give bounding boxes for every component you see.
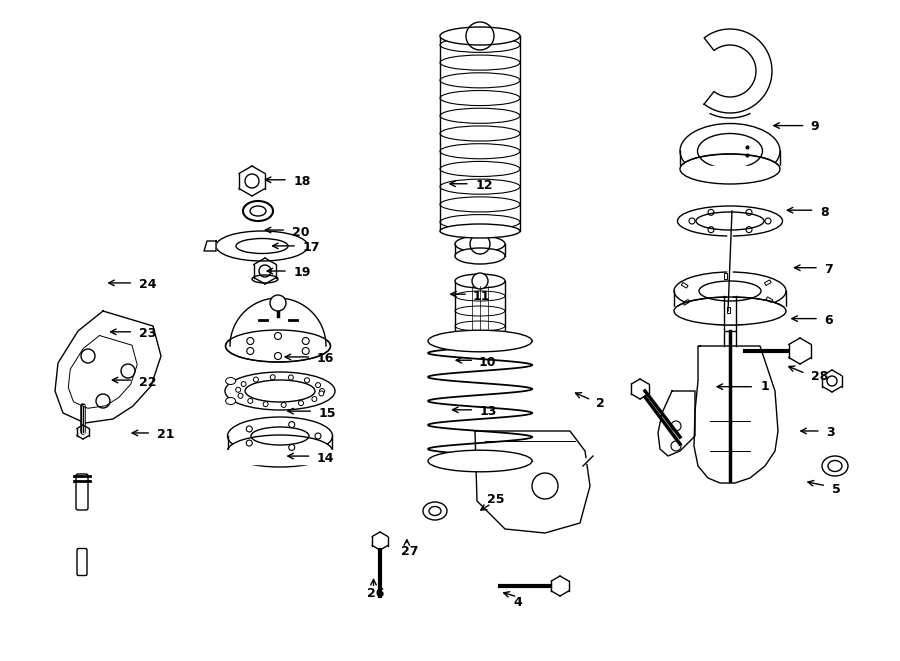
- Circle shape: [270, 375, 275, 379]
- Ellipse shape: [440, 143, 520, 159]
- Ellipse shape: [216, 231, 308, 261]
- Circle shape: [472, 273, 488, 289]
- Ellipse shape: [226, 397, 236, 405]
- Ellipse shape: [226, 330, 330, 362]
- Ellipse shape: [440, 126, 520, 141]
- Circle shape: [236, 387, 240, 392]
- Text: 13: 13: [480, 405, 497, 418]
- Ellipse shape: [243, 201, 273, 221]
- Bar: [727, 307, 730, 313]
- Ellipse shape: [423, 502, 447, 520]
- Text: 4: 4: [513, 596, 522, 609]
- Ellipse shape: [440, 27, 520, 45]
- Ellipse shape: [226, 377, 236, 385]
- Text: 7: 7: [824, 263, 833, 276]
- Ellipse shape: [225, 372, 335, 410]
- Ellipse shape: [440, 197, 520, 212]
- Circle shape: [254, 377, 258, 382]
- Ellipse shape: [228, 417, 332, 455]
- FancyBboxPatch shape: [76, 474, 88, 510]
- Ellipse shape: [228, 435, 332, 467]
- Ellipse shape: [440, 224, 520, 238]
- Ellipse shape: [822, 456, 848, 476]
- Text: 28: 28: [811, 370, 828, 383]
- Ellipse shape: [455, 236, 505, 252]
- Text: 11: 11: [472, 290, 490, 303]
- FancyBboxPatch shape: [77, 549, 87, 576]
- Polygon shape: [55, 311, 161, 423]
- Circle shape: [304, 378, 310, 383]
- Ellipse shape: [455, 248, 505, 264]
- Ellipse shape: [440, 161, 520, 176]
- Ellipse shape: [680, 124, 780, 178]
- Text: 14: 14: [317, 451, 334, 465]
- Text: 3: 3: [826, 426, 835, 440]
- Ellipse shape: [674, 272, 786, 310]
- Circle shape: [241, 381, 246, 387]
- Ellipse shape: [440, 91, 520, 106]
- Circle shape: [316, 383, 320, 387]
- Circle shape: [270, 295, 286, 311]
- Bar: [724, 272, 727, 278]
- Ellipse shape: [252, 275, 278, 283]
- Polygon shape: [658, 391, 695, 456]
- Circle shape: [248, 399, 253, 403]
- Ellipse shape: [674, 297, 786, 325]
- Text: 8: 8: [820, 206, 829, 219]
- Text: 25: 25: [487, 492, 504, 506]
- Bar: [227, 450, 333, 464]
- Ellipse shape: [455, 274, 505, 288]
- Circle shape: [312, 397, 317, 401]
- Circle shape: [320, 389, 325, 393]
- Text: 1: 1: [760, 380, 770, 393]
- Text: 26: 26: [367, 587, 384, 600]
- Circle shape: [263, 402, 268, 407]
- Text: 6: 6: [824, 314, 833, 327]
- Text: 20: 20: [292, 225, 309, 239]
- Circle shape: [288, 375, 293, 380]
- Text: 22: 22: [139, 375, 156, 389]
- Bar: [678, 166, 782, 184]
- Text: 24: 24: [139, 278, 156, 291]
- Ellipse shape: [428, 330, 532, 352]
- Bar: [766, 297, 773, 303]
- Text: 12: 12: [475, 178, 492, 192]
- Ellipse shape: [440, 108, 520, 124]
- Text: 16: 16: [317, 352, 334, 366]
- Circle shape: [299, 401, 303, 406]
- Ellipse shape: [678, 206, 782, 236]
- Ellipse shape: [440, 37, 520, 52]
- Polygon shape: [694, 346, 778, 483]
- Bar: [673, 307, 787, 324]
- Text: 9: 9: [810, 120, 819, 134]
- Bar: [764, 280, 771, 286]
- Text: 21: 21: [157, 428, 174, 442]
- Polygon shape: [204, 241, 216, 251]
- Polygon shape: [475, 431, 590, 533]
- Ellipse shape: [455, 334, 505, 348]
- Ellipse shape: [680, 154, 780, 184]
- Ellipse shape: [440, 179, 520, 194]
- Circle shape: [238, 393, 243, 399]
- Ellipse shape: [440, 73, 520, 88]
- Ellipse shape: [440, 55, 520, 70]
- Text: 10: 10: [479, 356, 496, 369]
- Text: 5: 5: [832, 483, 841, 496]
- Bar: [681, 282, 688, 288]
- Ellipse shape: [428, 450, 532, 472]
- Circle shape: [319, 391, 324, 396]
- Text: 2: 2: [596, 397, 605, 410]
- Ellipse shape: [440, 215, 520, 229]
- Text: 27: 27: [400, 545, 418, 559]
- Text: 15: 15: [319, 407, 336, 420]
- Text: 18: 18: [293, 175, 310, 188]
- Circle shape: [281, 403, 286, 407]
- Polygon shape: [704, 29, 772, 113]
- Bar: [683, 299, 689, 305]
- Text: 23: 23: [139, 327, 156, 340]
- Text: 17: 17: [302, 241, 320, 254]
- Text: 19: 19: [293, 266, 310, 280]
